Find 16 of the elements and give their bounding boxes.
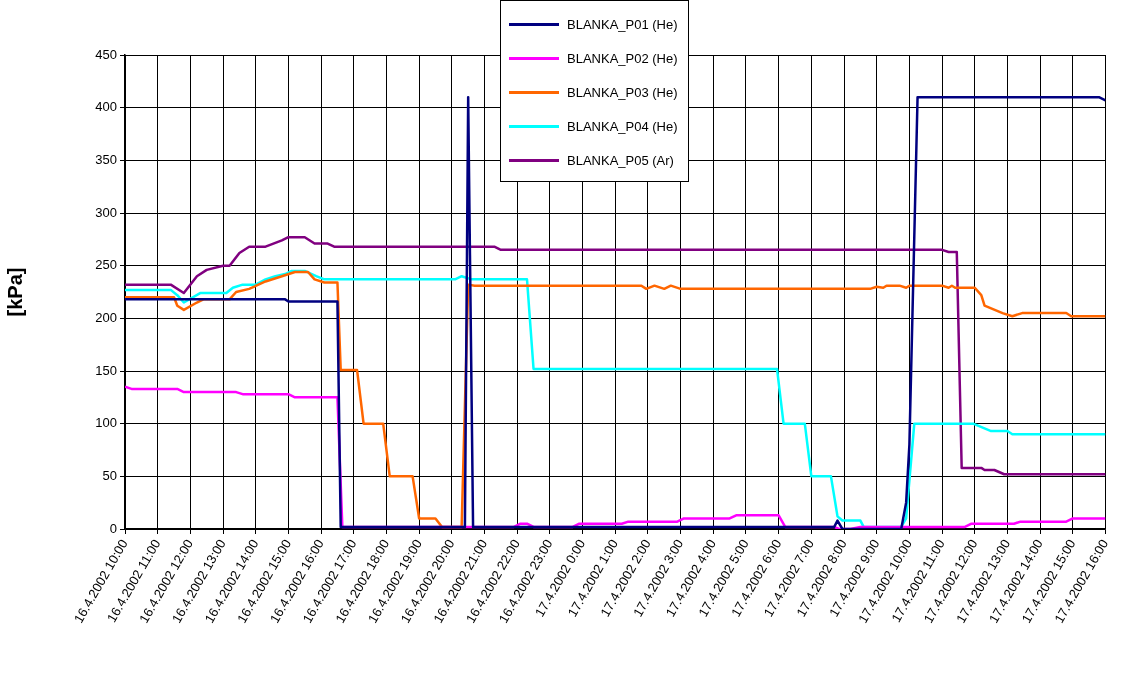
y-tick-label: 450 <box>95 46 117 62</box>
legend-label: BLANKA_P01 (He) <box>567 16 678 32</box>
y-tick-label: 200 <box>95 309 117 325</box>
y-tick-label: 400 <box>95 99 117 115</box>
y-tick-label: 250 <box>95 257 117 273</box>
y-tick-label: 100 <box>95 415 117 431</box>
y-tick-label: 0 <box>109 520 117 536</box>
legend-label: BLANKA_P03 (He) <box>567 84 678 100</box>
y-tick-label: 150 <box>95 362 117 378</box>
y-tick-label: 300 <box>95 204 117 220</box>
legend-label: BLANKA_P04 (He) <box>567 118 678 134</box>
legend-label: BLANKA_P05 (Ar) <box>567 152 674 168</box>
y-tick-label: 350 <box>95 151 117 167</box>
y-axis-title: [kPa] <box>3 267 26 317</box>
legend-label: BLANKA_P02 (He) <box>567 50 678 66</box>
y-tick-label: 50 <box>102 467 117 483</box>
